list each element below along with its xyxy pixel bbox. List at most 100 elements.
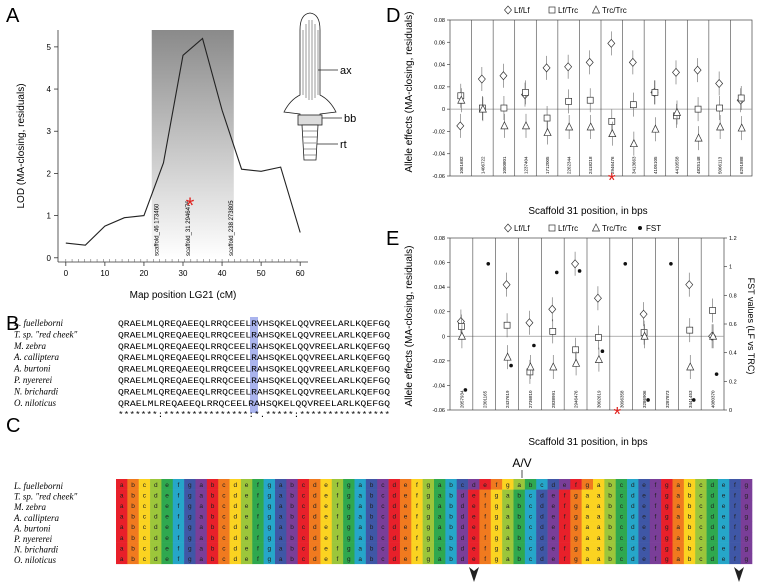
- wheel-cell: [570, 553, 582, 565]
- wheel-letter: f: [734, 492, 736, 499]
- wheel-letter: b: [370, 556, 374, 563]
- wheel-letter: g: [347, 492, 351, 499]
- wheel-letter: g: [268, 556, 272, 563]
- wheel-cell: [649, 489, 662, 501]
- wheel-letter: b: [517, 503, 521, 510]
- wheel-letter: d: [313, 514, 317, 521]
- wheel-cell: [263, 500, 276, 512]
- species-name: O. niloticus: [14, 398, 56, 408]
- wheel-cell: [729, 510, 741, 522]
- wheel-cell: [286, 489, 299, 501]
- wheel-letter: e: [404, 535, 408, 542]
- wheel-cell: [354, 521, 367, 533]
- wheel-letter: e: [472, 514, 476, 521]
- wheel-letter: g: [427, 514, 431, 521]
- wheel-letter: b: [449, 492, 453, 499]
- point-lf-lf: [593, 293, 602, 303]
- wheel-letter: c: [381, 482, 385, 489]
- wheel-letter: c: [620, 503, 624, 510]
- wheel-cell: [399, 542, 412, 554]
- wheel-cell: [388, 479, 401, 490]
- wheel-letter: f: [564, 514, 566, 521]
- wheel-letter: g: [745, 514, 749, 521]
- wheel-cell: [343, 500, 355, 512]
- wheel-cell: [524, 553, 537, 565]
- wheel-letter: d: [461, 556, 465, 563]
- species-name: A. calliptera: [13, 513, 59, 523]
- wheel-letter: f: [484, 556, 486, 563]
- wheel-letter: a: [279, 514, 283, 521]
- wheel-letter: b: [517, 514, 521, 521]
- wheel-cell: [150, 479, 162, 490]
- wheel-cell: [490, 500, 503, 512]
- wheel-letter: c: [302, 556, 306, 563]
- wheel-letter: b: [608, 503, 612, 510]
- wheel-cell: [240, 521, 253, 533]
- wheel-cell: [468, 553, 480, 565]
- panel-a-label: A: [6, 5, 20, 27]
- wheel-cell: [161, 479, 174, 490]
- wheel-cell: [524, 489, 537, 501]
- wheel-cell: [354, 500, 367, 512]
- wheel-cell: [195, 532, 208, 543]
- wheel-cell: [513, 532, 526, 543]
- y2-tick-label: 0: [729, 408, 732, 414]
- wheel-cell: [229, 489, 242, 501]
- y2-tick-label: 1.2: [729, 236, 737, 242]
- wheel-cell: [263, 521, 276, 533]
- wheel-letter: a: [120, 514, 124, 521]
- tooth-root: [301, 124, 319, 161]
- wheel-cell: [706, 479, 719, 490]
- wheel-cell: [116, 479, 128, 490]
- wheel-cell: [377, 500, 389, 512]
- panel-d-legend: Lf/Lf Lf/Trc Trc/Trc: [504, 5, 627, 15]
- y-tick-label: 4: [47, 85, 52, 94]
- wheel-cell: [184, 510, 196, 522]
- wheel-cell: [502, 532, 514, 543]
- wheel-letter: d: [461, 503, 465, 510]
- wheel-cell: [547, 479, 560, 490]
- wheel-cell: [422, 489, 435, 501]
- wheel-letter: f: [655, 545, 657, 552]
- wheel-letter: a: [676, 556, 680, 563]
- wheel-cell: [547, 489, 560, 501]
- wheel-letter: a: [586, 503, 590, 510]
- wheel-cell: [717, 479, 730, 490]
- wheel-letter: b: [517, 524, 521, 531]
- wheel-letter: f: [178, 545, 180, 552]
- wheel-letter: d: [540, 514, 544, 521]
- wheel-cell: [365, 521, 378, 533]
- wheel-cell: [309, 553, 321, 565]
- panel-d-plot: -0.06 -0.04 -0.02 0 0.02 0.04 0.06 0.08 1061682 1…: [432, 18, 753, 192]
- wheel-cell: [252, 532, 264, 543]
- wheel-letter: b: [449, 482, 453, 489]
- wheel-cell: [127, 521, 140, 533]
- wheel-letter: f: [178, 524, 180, 531]
- wheel-cell: [195, 553, 208, 565]
- point-lf-trc: [522, 89, 529, 96]
- wheel-letter: g: [495, 545, 499, 552]
- wheel-letter: c: [143, 503, 147, 510]
- wheel-letter: g: [665, 503, 669, 510]
- wheel-cell: [445, 532, 458, 543]
- wheel-letter: g: [188, 503, 192, 510]
- wheel-letter: g: [745, 503, 749, 510]
- wheel-cell: [388, 500, 401, 512]
- wheel-letter: c: [699, 503, 703, 510]
- wheel-cell: [138, 521, 151, 533]
- wheel-cell: [627, 521, 639, 533]
- wheel-cell: [558, 521, 571, 533]
- wheel-letter: d: [233, 556, 237, 563]
- wheel-letter: a: [438, 524, 442, 531]
- wheel-letter: f: [734, 482, 736, 489]
- wheel-cell: [422, 553, 435, 565]
- wheel-cell: [558, 532, 571, 543]
- wheel-letter: a: [586, 545, 590, 552]
- species-name: A. calliptera: [13, 352, 59, 362]
- wheel-letter: d: [392, 556, 396, 563]
- wheel-letter: e: [404, 492, 408, 499]
- wheel-cell: [320, 489, 333, 501]
- wheel-cell: [502, 553, 514, 565]
- point-trc-trc: [500, 121, 509, 130]
- wheel-cell: [138, 500, 151, 512]
